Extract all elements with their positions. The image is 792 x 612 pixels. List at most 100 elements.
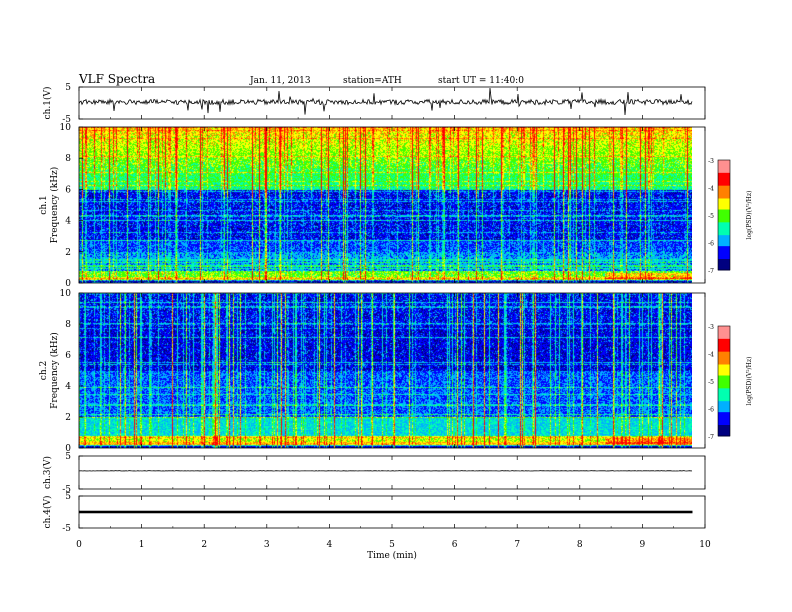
ch1-spectrum-colorbar-cell	[718, 237, 730, 240]
ch2-spectrum-colorbar-tick: -7	[708, 434, 714, 441]
ch2-spectrum-colorbar-cell	[718, 412, 730, 415]
ch1-spectrum-ytick-label: 2	[65, 248, 71, 258]
ch1-spectrum-colorbar-cell	[718, 171, 730, 174]
ch2-spectrum-colorbar-cell	[718, 428, 730, 431]
ch2-spectrum-colorbar-cell	[718, 338, 730, 342]
ch1-spectrum-colorbar-cell	[718, 266, 730, 269]
ch2-spectrum-colorbar-cell	[718, 357, 730, 360]
ch1-spectrum-ytick-label: 0	[65, 279, 71, 289]
ch1-spectrum-colorbar-cell	[718, 226, 730, 229]
ch2-spectrum-ytick-label: 10	[60, 289, 72, 299]
ch1-ytick-label: 5	[65, 83, 71, 93]
ch1-spectrum-colorbar-cell	[718, 262, 730, 265]
ch2-spectrum-colorbar-cell	[718, 364, 730, 367]
ch2-spectrum-colorbar-cell	[718, 333, 730, 336]
ch1-spectrum-colorbar-cell	[718, 253, 730, 256]
ch1-spectrum-colorbar-cell	[718, 180, 730, 183]
ch2-spectrum-colorbar-tick: -6	[708, 407, 714, 414]
ch1-spectrum-colorbar-tick: -7	[708, 268, 714, 275]
ch1-ytick-label: -5	[62, 115, 71, 125]
x-tick-label: 2	[201, 540, 207, 550]
ch1-spectrum-ylabel-channel: ch.1	[39, 195, 49, 214]
ch1-spectrum-colorbar-cell	[718, 233, 730, 236]
ch3-frame	[78, 455, 706, 490]
ch1-spectrum-heatmap	[79, 127, 692, 283]
ch2-spectrum-colorbar-cell	[718, 370, 730, 373]
ch1-spectrum-colorbar-cell	[718, 268, 730, 271]
ch1-spectrum-colorbar-tick: -4	[708, 186, 714, 193]
ch1-spectrum-colorbar-cell	[718, 167, 730, 170]
ch2-spectrum-ylabel: Frequency (kHz)	[49, 332, 60, 409]
ch2-spectrum-colorbar-cell	[718, 348, 730, 351]
ch1-spectrum-colorbar-cell	[718, 200, 730, 203]
ch1-spectrum-colorbar-cell	[718, 222, 730, 225]
ch2-spectrum-colorbar-cell	[718, 434, 730, 437]
x-tick-label: 9	[640, 540, 646, 550]
ch1-spectrum-colorbar-cell	[718, 264, 730, 267]
ch1-spectrum-colorbar-cell	[718, 246, 730, 249]
ch1-spectrum-colorbar-cell	[718, 218, 730, 221]
ch1-spectrum-colorbar-cell	[718, 251, 730, 254]
ch1-spectrum-colorbar-cell	[718, 172, 730, 176]
ch2-spectrum-colorbar-cell	[718, 415, 730, 419]
ch2-spectrum-colorbar-cell	[718, 362, 730, 365]
x-tick-label: 10	[699, 540, 711, 550]
ch2-spectrum-colorbar-cell	[718, 375, 730, 378]
ch1-spectrum-colorbar-cell	[718, 227, 730, 231]
x-tick-label: 7	[514, 540, 520, 550]
ch2-spectrum-colorbar-label: log(PSD)(V²/Hz)	[746, 357, 753, 406]
ch1-spectrum-colorbar-cell	[718, 182, 730, 185]
ch1-spectrum-colorbar-cell	[718, 257, 730, 260]
ch1-spectrum-colorbar-cell	[718, 224, 730, 227]
ch1-spectrum-colorbar-cell	[718, 178, 730, 181]
ch2-spectrum-colorbar-cell	[718, 359, 730, 362]
ch2-spectrum-colorbar-cell	[718, 404, 730, 408]
ch2-spectrum-colorbar-cell	[718, 417, 730, 420]
ch1-spectrum-colorbar-cell	[718, 194, 730, 198]
start-time-label: start UT = 11:40:0	[438, 76, 524, 86]
ch2-spectrum-colorbar-cell	[718, 366, 730, 369]
ch2-spectrum-colorbar-cell	[718, 327, 730, 331]
ch4-ytick-label: 5	[65, 492, 71, 502]
ch1-spectrum-colorbar-cell	[718, 187, 730, 190]
ch2-spectrum-colorbar-cell	[718, 419, 730, 422]
ch4-ytick-label: -5	[62, 524, 71, 534]
ch2-spectrum-ytick-label: 8	[65, 320, 71, 330]
x-tick-label: 5	[389, 540, 395, 550]
ch2-spectrum-colorbar-cell	[718, 408, 730, 411]
ch1-spectrum-colorbar-cell	[718, 193, 730, 196]
x-tick-label: 1	[139, 540, 145, 550]
ch1-spectrum-colorbar-cell	[718, 260, 730, 264]
ch1-spectrum-colorbar-cell	[718, 163, 730, 166]
ch2-spectrum-colorbar-cell	[718, 421, 730, 424]
ch1-spectrum-colorbar-cell	[718, 169, 730, 172]
ch1-spectrum-colorbar-cell	[718, 161, 730, 165]
ch2-spectrum-colorbar-cell	[718, 426, 730, 430]
x-tick-label: 3	[264, 540, 270, 550]
ch2-spectrum-colorbar-cell	[718, 329, 730, 332]
ch2-spectrum-colorbar-cell	[718, 355, 730, 358]
ch2-spectrum-ytick-label: 4	[65, 382, 71, 392]
ch2-spectrum-colorbar-cell	[718, 360, 730, 364]
ch2-spectrum-colorbar-cell	[718, 342, 730, 345]
ch2-spectrum-colorbar-cell	[718, 379, 730, 382]
ch2-spectrum-colorbar-cell	[718, 406, 730, 409]
ch1-spectrum-ytick-label: 6	[65, 185, 71, 195]
ch1-spectrum-colorbar-cell	[718, 229, 730, 232]
ch2-spectrum-colorbar-cell	[718, 423, 730, 426]
ch1-spectrum-colorbar-cell	[718, 249, 730, 253]
ch1-spectrum-colorbar-cell	[718, 255, 730, 258]
x-tick-label: 4	[327, 540, 333, 550]
ch3-ytick-label: 5	[65, 452, 71, 462]
ch2-spectrum-colorbar-cell	[718, 373, 730, 376]
ch3-ylabel: ch.3(V)	[42, 456, 53, 489]
ch1-spectrum-ytick-label: 8	[65, 154, 71, 164]
ch1-spectrum-colorbar-cell	[718, 211, 730, 214]
date-label: Jan. 11, 2013	[250, 76, 311, 86]
ch2-spectrum-colorbar-cell	[718, 351, 730, 354]
ch1-spectrum-colorbar-cell	[718, 196, 730, 199]
ch2-spectrum-colorbar-cell	[718, 410, 730, 413]
ch1-spectrum-colorbar-tick: -5	[708, 213, 714, 220]
ch2-spectrum-colorbar-cell	[718, 414, 730, 417]
ch1-spectrum-colorbar-cell	[718, 244, 730, 247]
